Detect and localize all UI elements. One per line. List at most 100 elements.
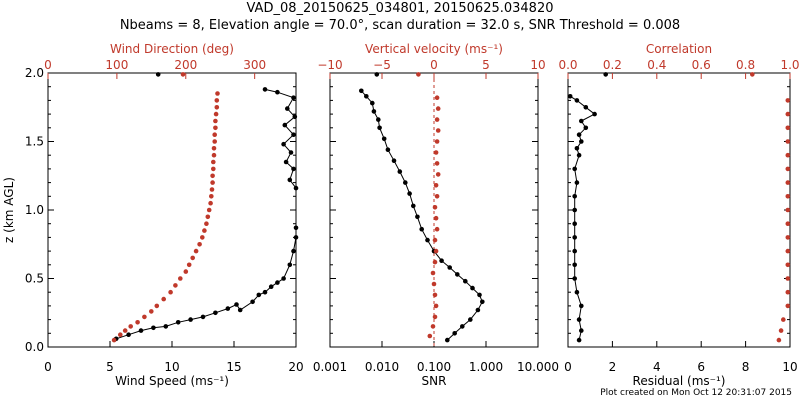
data-point bbox=[785, 180, 791, 185]
data-point bbox=[447, 265, 453, 270]
data-point bbox=[268, 284, 274, 290]
data-point bbox=[211, 152, 217, 158]
data-point bbox=[411, 203, 416, 209]
data-point bbox=[155, 72, 161, 77]
data-point bbox=[275, 280, 280, 285]
top-tick-label: 200 bbox=[174, 58, 197, 72]
x-tick-label: 10 bbox=[782, 360, 797, 374]
data-point bbox=[785, 276, 791, 281]
data-point bbox=[200, 235, 205, 240]
data-point bbox=[149, 309, 154, 314]
data-point bbox=[215, 91, 220, 96]
data-point bbox=[433, 150, 439, 155]
data-point bbox=[202, 228, 207, 233]
data-point bbox=[178, 276, 183, 281]
data-point bbox=[293, 225, 299, 231]
data-point bbox=[785, 166, 791, 172]
data-point bbox=[213, 125, 218, 131]
data-point bbox=[211, 166, 216, 172]
data-point bbox=[778, 328, 784, 333]
data-point bbox=[376, 117, 381, 122]
top-tick-label: −5 bbox=[373, 58, 391, 72]
data-point bbox=[463, 278, 468, 284]
data-point bbox=[432, 237, 438, 243]
top-tick-label: 0.4 bbox=[647, 58, 666, 72]
data-point bbox=[785, 235, 791, 240]
data-point bbox=[364, 94, 369, 99]
data-point bbox=[435, 106, 441, 111]
data-point bbox=[579, 139, 584, 144]
data-point bbox=[433, 303, 439, 309]
data-point bbox=[603, 72, 608, 77]
data-point bbox=[214, 105, 220, 110]
data-point bbox=[445, 337, 450, 343]
data-point bbox=[250, 299, 255, 305]
data-point bbox=[433, 183, 439, 188]
y-tick-label: 0.0 bbox=[25, 340, 44, 354]
data-point bbox=[370, 100, 375, 106]
x-tick-label: 2 bbox=[609, 360, 617, 374]
top-tick-label: 5 bbox=[482, 58, 490, 72]
data-point bbox=[427, 333, 433, 339]
data-point bbox=[205, 214, 211, 220]
data-point bbox=[455, 272, 460, 277]
data-point bbox=[118, 332, 123, 338]
data-point bbox=[214, 98, 220, 103]
x-tick-label: 8 bbox=[742, 360, 750, 374]
data-point bbox=[212, 132, 217, 137]
data-point bbox=[785, 289, 791, 295]
x-tick-label: 20 bbox=[288, 360, 303, 374]
data-point bbox=[468, 317, 473, 322]
series-line bbox=[569, 95, 596, 341]
top-tick-label: 0 bbox=[44, 58, 52, 72]
data-point bbox=[785, 194, 791, 199]
data-point bbox=[173, 283, 178, 288]
data-point bbox=[419, 226, 425, 232]
data-point bbox=[211, 146, 217, 151]
data-point bbox=[781, 317, 786, 322]
top-tick-label: 0.8 bbox=[736, 58, 755, 72]
data-point bbox=[452, 331, 458, 336]
data-point bbox=[180, 72, 186, 77]
data-point bbox=[209, 187, 215, 192]
data-point bbox=[397, 169, 403, 174]
data-point bbox=[282, 122, 288, 128]
data-point bbox=[434, 194, 440, 199]
data-point bbox=[572, 235, 577, 240]
y-tick-label: 0.5 bbox=[25, 272, 44, 286]
data-point bbox=[163, 324, 169, 329]
data-point bbox=[434, 139, 440, 144]
data-point bbox=[288, 150, 294, 155]
plot-frame-3 bbox=[567, 72, 791, 348]
data-point bbox=[785, 248, 791, 254]
data-point bbox=[785, 111, 791, 117]
data-point bbox=[435, 172, 441, 177]
data-point bbox=[128, 324, 133, 329]
data-point bbox=[431, 281, 437, 287]
top-tick-label: −10 bbox=[317, 58, 342, 72]
top-tick-label: 1.0 bbox=[780, 58, 799, 72]
data-point bbox=[283, 159, 289, 165]
data-point bbox=[371, 109, 377, 114]
data-point bbox=[572, 248, 577, 254]
data-point bbox=[197, 242, 202, 247]
top-axis-label: Wind Direction (deg) bbox=[110, 42, 234, 56]
data-point bbox=[574, 146, 580, 151]
data-point bbox=[475, 307, 481, 313]
data-point bbox=[583, 105, 589, 110]
data-point bbox=[211, 159, 216, 165]
data-point bbox=[785, 125, 791, 131]
data-point bbox=[572, 194, 577, 199]
data-point bbox=[430, 270, 436, 276]
top-tick-label: 10 bbox=[530, 58, 545, 72]
data-point bbox=[592, 111, 597, 117]
data-point bbox=[391, 158, 397, 163]
data-point bbox=[403, 180, 408, 185]
data-point bbox=[433, 215, 439, 221]
data-point bbox=[142, 314, 147, 320]
data-point bbox=[579, 328, 584, 333]
x-axis-label: SNR bbox=[422, 374, 447, 388]
data-point bbox=[213, 310, 218, 316]
y-axis-label: z (km AGL) bbox=[2, 177, 16, 243]
data-point bbox=[785, 221, 791, 226]
